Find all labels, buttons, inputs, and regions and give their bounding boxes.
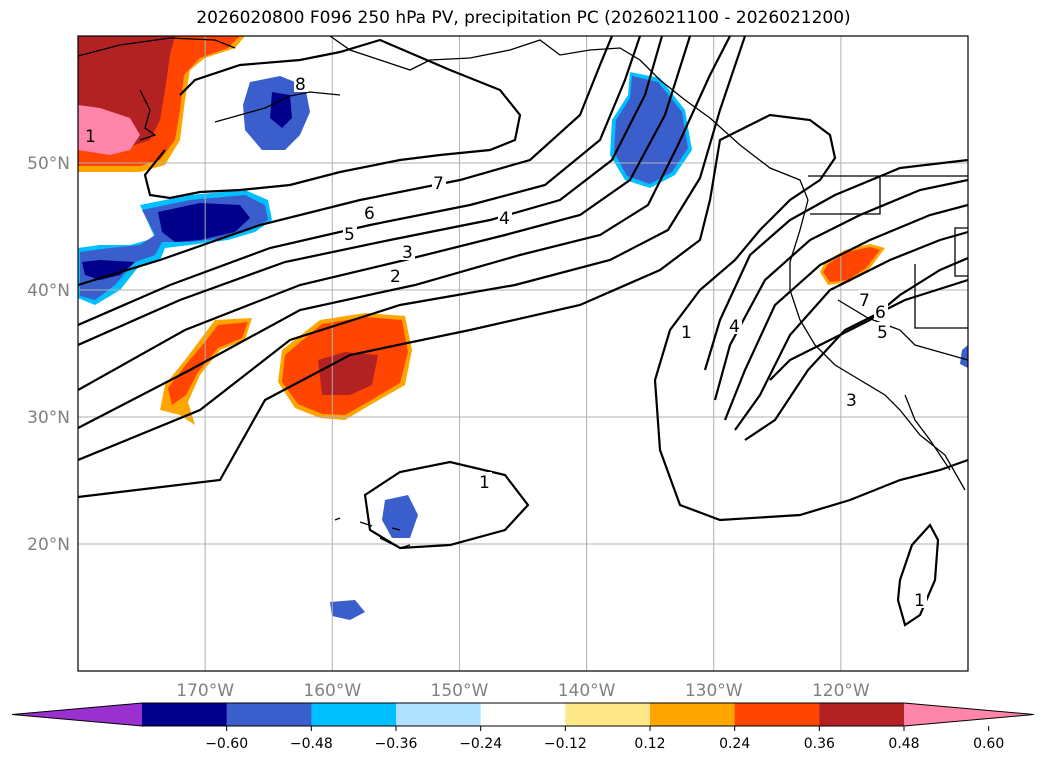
precip-positive-strip: [160, 318, 252, 425]
map-title: 2026020800 F096 250 hPa PV, precipitatio…: [196, 8, 851, 28]
lat-label: 40°N: [27, 281, 70, 301]
colorbar: −0.60 −0.48 −0.36 −0.24 −0.12 0.12 0.24 0.36 0.4…: [11, 702, 1035, 752]
lon-label: 160°W: [303, 681, 361, 701]
precip-negative-south: [330, 600, 365, 620]
colorbar-extend-low: [12, 703, 142, 726]
contour-label: 3: [402, 243, 413, 263]
colorbar-segment: [650, 703, 736, 726]
lon-label: 130°W: [685, 681, 743, 701]
contour-label: 5: [344, 225, 355, 245]
colorbar-tick-label: 0.36: [804, 736, 835, 752]
colorbar-tick-label: 0.60: [973, 736, 1004, 752]
colorbar-tick-label: −0.24: [459, 736, 502, 752]
contour-label: 4: [499, 209, 510, 229]
colorbar-segment: [565, 703, 651, 726]
contour-label: 4: [729, 317, 740, 337]
lat-label: 30°N: [27, 408, 70, 428]
lon-label: 140°W: [558, 681, 616, 701]
lon-label: 120°W: [812, 681, 870, 701]
colorbar-tick-label: −0.12: [544, 736, 587, 752]
contour-label: 1: [914, 591, 925, 611]
map-frame: [77, 35, 969, 672]
contour-label: 1: [85, 127, 96, 147]
lon-label: 150°W: [431, 681, 489, 701]
contour-label: 1: [479, 473, 490, 493]
colorbar-segment: [226, 703, 312, 726]
contour-label: 3: [846, 391, 857, 411]
pv-contours: [78, 36, 968, 627]
colorbar-tick-label: 0.12: [634, 736, 665, 752]
colorbar-segment: [480, 703, 566, 726]
contour-label: 1: [681, 323, 692, 343]
colorbar-tick-label: 0.24: [719, 736, 750, 752]
contour-label: 6: [875, 303, 886, 323]
colorbar-tick-label: 0.48: [888, 736, 919, 752]
precip-fills: [78, 36, 968, 620]
colorbar-outline: [11, 702, 1035, 727]
latitude-labels: 50°N 40°N 30°N 20°N: [27, 154, 70, 555]
contour-label: 7: [433, 174, 444, 194]
colorbar-segment: [311, 703, 397, 726]
colorbar-segment: [396, 703, 482, 726]
colorbar-extend-high: [904, 703, 1034, 726]
colorbar-tick-label: −0.36: [375, 736, 418, 752]
colorbar-segment: [819, 703, 905, 726]
coastlines: [78, 36, 968, 549]
lat-label: 20°N: [27, 535, 70, 555]
colorbar-tick-label: −0.48: [290, 736, 333, 752]
lat-label: 50°N: [27, 154, 70, 174]
longitude-labels: 170°W 160°W 150°W 140°W 130°W 120°W: [176, 681, 870, 701]
colorbar-segment: [142, 703, 228, 726]
lon-label: 170°W: [176, 681, 234, 701]
contour-label: 2: [390, 267, 401, 287]
contour-label: 7: [859, 291, 870, 311]
colorbar-tick-label: −0.60: [205, 736, 248, 752]
precip-negative-hawaii: [382, 495, 418, 538]
colorbar-segment: [734, 703, 820, 726]
contour-label: 8: [295, 75, 306, 95]
contour-label: 5: [877, 323, 888, 343]
contour-label: 6: [364, 204, 375, 224]
contour-label-group: 8 7 6 5 4 3 2 1 1 1 4 7 6 5 3 1: [84, 74, 927, 611]
